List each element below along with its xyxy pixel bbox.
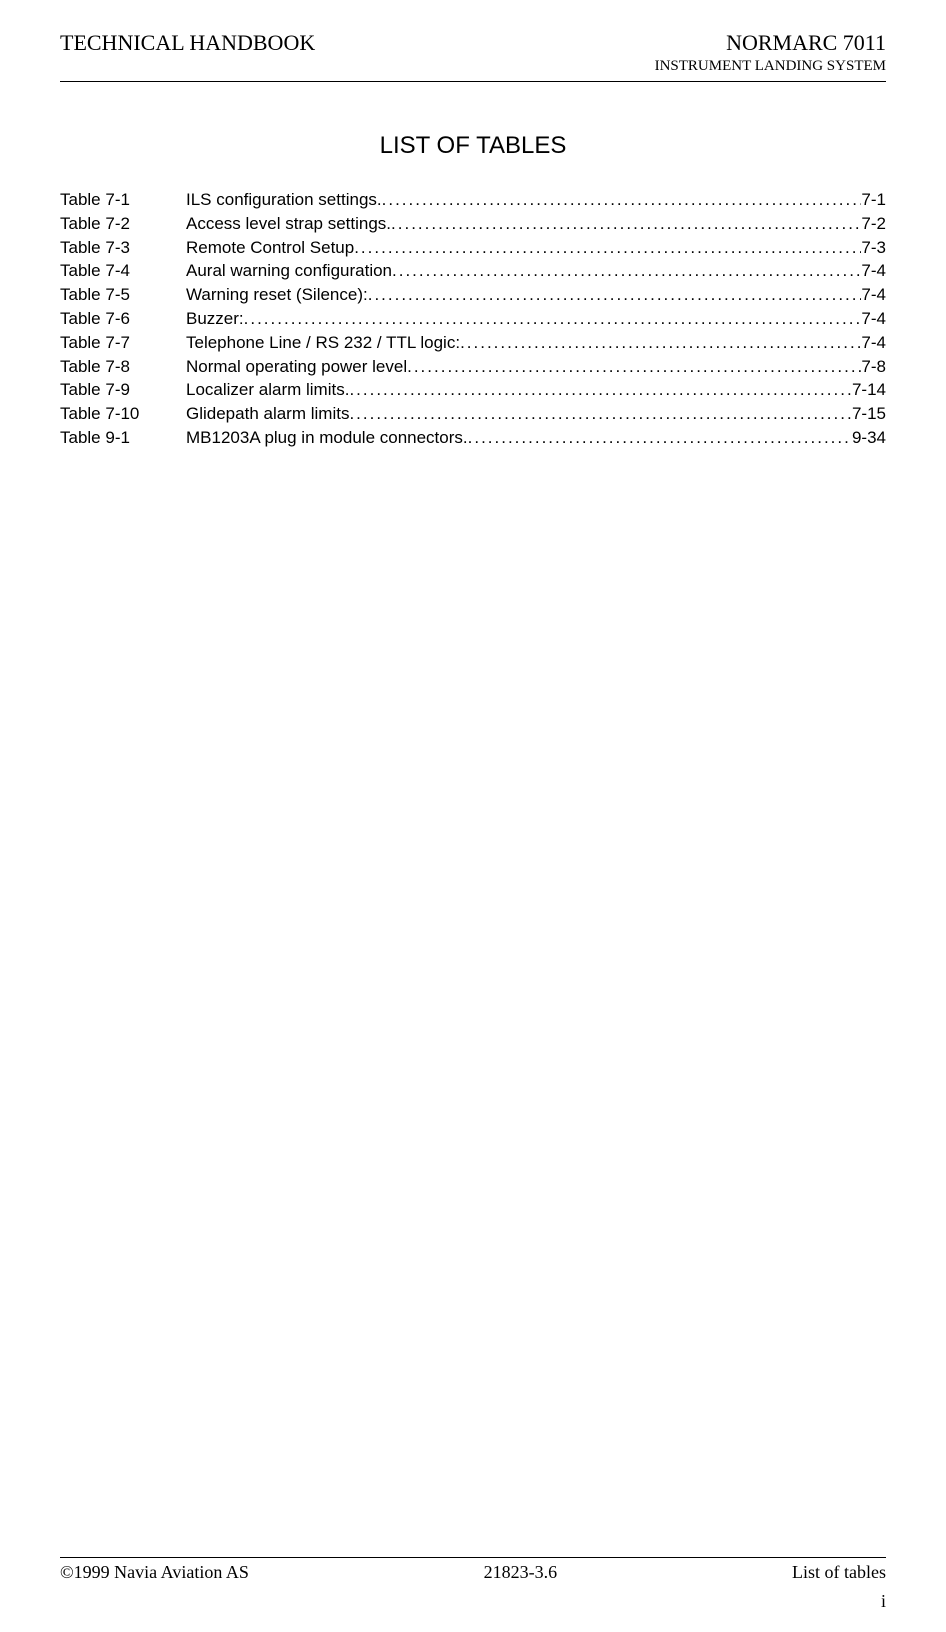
table-entry-page: 7-4 [861, 283, 886, 307]
table-entry-title: Glidepath alarm limits [186, 402, 349, 426]
table-entry-title-wrap: ILS configuration settings..............… [186, 188, 886, 212]
footer-divider [60, 1557, 886, 1558]
header-right: NORMARC 7011 INSTRUMENT LANDING SYSTEM [655, 30, 886, 75]
dot-leader: ........................................… [354, 236, 861, 260]
table-entry: Table 9-1MB1203A plug in module connecto… [60, 426, 886, 450]
table-entry-page: 7-3 [861, 236, 886, 260]
table-entry-title: Telephone Line / RS 232 / TTL logic: [186, 331, 460, 355]
table-entry-title: Localizer alarm limits. [186, 378, 349, 402]
dot-leader: ........................................… [349, 402, 852, 426]
dot-leader: ........................................… [382, 188, 862, 212]
table-entry: Table 7-6Buzzer: .......................… [60, 307, 886, 331]
table-entry-title-wrap: Glidepath alarm limits..................… [186, 402, 886, 426]
table-entry-title-wrap: Access level strap settings.............… [186, 212, 886, 236]
header-right-subtitle: INSTRUMENT LANDING SYSTEM [655, 58, 886, 75]
dot-leader: ........................................… [468, 426, 852, 450]
table-entry-title: ILS configuration settings. [186, 188, 382, 212]
table-entry-title-wrap: Localizer alarm limits..................… [186, 378, 886, 402]
table-entry-title: Warning reset (Silence): [186, 283, 368, 307]
table-entry: Table 7-5Warning reset (Silence):.......… [60, 283, 886, 307]
header-right-title: NORMARC 7011 [655, 30, 886, 56]
dot-leader: ........................................… [392, 259, 861, 283]
footer-row: ©1999 Navia Aviation AS 21823-3.6 List o… [60, 1562, 886, 1583]
table-entry-page: 7-4 [861, 259, 886, 283]
table-entry-title: Access level strap settings. [186, 212, 391, 236]
table-entry-label: Table 9-1 [60, 426, 186, 450]
table-entry: Table 7-2Access level strap settings....… [60, 212, 886, 236]
table-entry: Table 7-9Localizer alarm limits.........… [60, 378, 886, 402]
header-left-text: TECHNICAL HANDBOOK [60, 30, 315, 56]
table-entry-label: Table 7-4 [60, 259, 186, 283]
table-entry-title: MB1203A plug in module connectors. [186, 426, 468, 450]
footer-page-number: i [60, 1591, 886, 1612]
footer-copyright: ©1999 Navia Aviation AS [60, 1562, 249, 1583]
table-entry-label: Table 7-2 [60, 212, 186, 236]
table-entry: Table 7-10Glidepath alarm limits........… [60, 402, 886, 426]
table-entry-title: Aural warning configuration [186, 259, 392, 283]
table-entry-page: 7-1 [861, 188, 886, 212]
table-entry: Table 7-1ILS configuration settings.....… [60, 188, 886, 212]
table-entry-label: Table 7-9 [60, 378, 186, 402]
table-entry-label: Table 7-8 [60, 355, 186, 379]
table-entry-label: Table 7-1 [60, 188, 186, 212]
table-entry: Table 7-3Remote Control Setup...........… [60, 236, 886, 260]
table-entry-title-wrap: MB1203A plug in module connectors.......… [186, 426, 886, 450]
table-entry: Table 7-8Normal operating power level...… [60, 355, 886, 379]
table-entry-title-wrap: Buzzer: ................................… [186, 307, 886, 331]
table-entry-title-wrap: Aural warning configuration.............… [186, 259, 886, 283]
table-entry-title: Normal operating power level [186, 355, 407, 379]
table-entry-label: Table 7-5 [60, 283, 186, 307]
table-entry-title: Remote Control Setup [186, 236, 354, 260]
dot-leader: ........................................… [368, 283, 862, 307]
table-entry-title: Buzzer: [186, 307, 244, 331]
page-title: LIST OF TABLES [60, 132, 886, 160]
table-entry-label: Table 7-6 [60, 307, 186, 331]
dot-leader: ........................................… [244, 307, 862, 331]
table-entry-page: 7-4 [861, 331, 886, 355]
table-entry-title-wrap: Telephone Line / RS 232 / TTL logic:....… [186, 331, 886, 355]
header-divider [60, 81, 886, 82]
table-entry-page: 7-8 [861, 355, 886, 379]
table-entry-title-wrap: Warning reset (Silence):................… [186, 283, 886, 307]
dot-leader: ........................................… [407, 355, 861, 379]
table-entry-title-wrap: Remote Control Setup....................… [186, 236, 886, 260]
table-entry-page: 7-15 [852, 402, 886, 426]
table-entry-label: Table 7-10 [60, 402, 186, 426]
footer-docnum: 21823-3.6 [484, 1562, 558, 1583]
table-entry-page: 7-4 [861, 307, 886, 331]
table-entry-title-wrap: Normal operating power level............… [186, 355, 886, 379]
dot-leader: ........................................… [349, 378, 852, 402]
table-of-tables: Table 7-1ILS configuration settings.....… [60, 188, 886, 450]
table-entry-label: Table 7-3 [60, 236, 186, 260]
table-entry-page: 9-34 [852, 426, 886, 450]
table-entry-label: Table 7-7 [60, 331, 186, 355]
table-entry-page: 7-2 [861, 212, 886, 236]
table-entry-page: 7-14 [852, 378, 886, 402]
page-footer: ©1999 Navia Aviation AS 21823-3.6 List o… [60, 1557, 886, 1612]
table-entry: Table 7-7Telephone Line / RS 232 / TTL l… [60, 331, 886, 355]
dot-leader: ........................................… [391, 212, 861, 236]
footer-section: List of tables [792, 1562, 886, 1583]
page-header: TECHNICAL HANDBOOK NORMARC 7011 INSTRUME… [60, 30, 886, 75]
dot-leader: ........................................… [460, 331, 861, 355]
table-entry: Table 7-4Aural warning configuration....… [60, 259, 886, 283]
